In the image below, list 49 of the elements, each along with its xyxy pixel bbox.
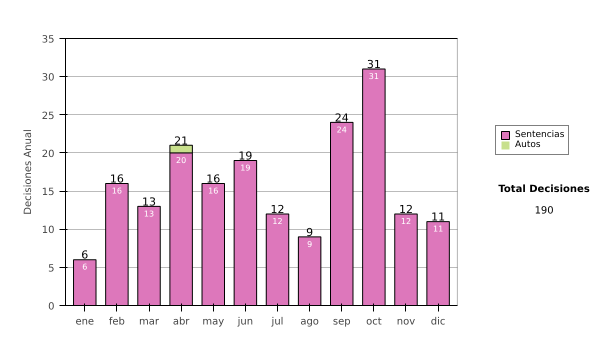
y-tick-label: 30 [42,72,55,84]
data-label: 11 [433,224,444,234]
y-tick-label: 10 [42,225,55,236]
text: 190 [534,205,554,216]
y-axis-title: Decisiones Anual [22,129,34,215]
text: Total Decisiones [498,184,590,195]
y-tick-label: 5 [48,263,55,274]
data-label: 12 [272,216,283,226]
total-label: 24 [334,111,349,124]
x-tick-label: ene [75,316,94,328]
x-tick-label: may [202,316,224,328]
total-label: 19 [238,150,252,163]
total-label: 12 [398,202,413,216]
data-label: 31 [368,72,379,82]
total-label: 13 [142,195,156,208]
x-tick-label: mar [139,316,160,328]
data-label: 9 [307,240,312,249]
data-label: 20 [176,156,186,165]
total-label: 16 [206,172,220,186]
data-label: 16 [112,186,122,196]
x-tick-label: jun [236,316,254,328]
legend-label: Sentencias [515,130,564,140]
y-tick-label: 0 [48,302,55,312]
x-tick-label: jul [270,316,284,328]
legend-label: Autos [515,140,541,150]
x-tick-label: feb [108,316,125,328]
total-label: 12 [270,202,284,216]
x-tick-label: abr [172,316,190,328]
data-label: 24 [336,125,347,134]
total-label: 9 [306,226,314,239]
data-label: 19 [240,164,250,173]
total-label: 6 [81,248,88,262]
y-tick-label: 20 [42,148,55,160]
y-tick-label: 35 [42,34,55,46]
data-label: 6 [82,262,88,272]
total-label: 21 [174,134,188,148]
y-tick-label: 25 [42,110,55,122]
x-tick-label: ago [300,316,319,328]
total-label: 16 [110,172,124,186]
y-tick-label: 15 [42,187,55,198]
x-tick-label: nov [396,316,416,328]
data-label: 16 [208,186,218,196]
x-tick-label: oct [366,316,382,328]
data-label: 13 [144,209,154,218]
x-tick-label: sep [332,316,351,328]
data-label: 12 [400,216,412,226]
x-tick-label: dic [430,316,446,328]
total-label: 11 [431,210,446,224]
total-label: 31 [366,58,381,72]
